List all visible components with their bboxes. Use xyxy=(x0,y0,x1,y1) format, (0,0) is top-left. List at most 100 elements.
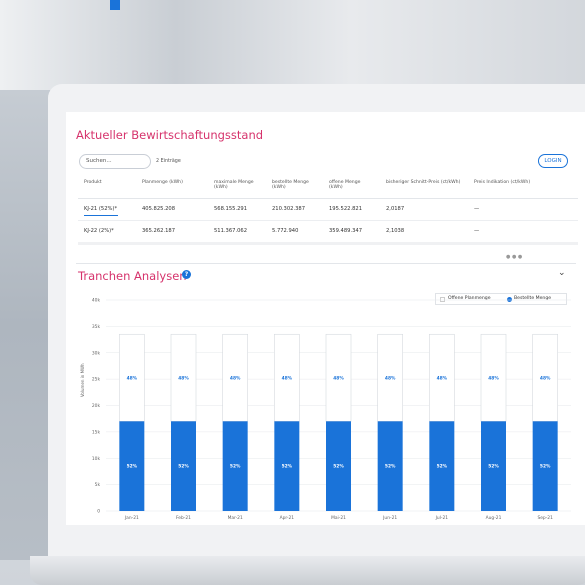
product-label: KJ-21 (52%)* xyxy=(84,206,118,212)
data-label-offen: 48% xyxy=(230,375,241,381)
bar-bestellte-menge xyxy=(481,421,506,511)
cell-schnitt-preis: 2,1038 xyxy=(380,220,468,243)
login-button[interactable]: LOGIN xyxy=(538,154,568,168)
bar-offene-planmenge xyxy=(325,333,352,422)
y-tick-label: 30k xyxy=(92,350,101,356)
bar-offene-planmenge xyxy=(532,333,558,422)
bar-offene-planmenge xyxy=(480,333,507,422)
legend-label-offen: Offene Planmenge xyxy=(448,296,491,301)
bar-bestellte-menge xyxy=(171,421,196,511)
y-axis-label: Volumen in MWh xyxy=(80,363,85,397)
cell-preis-indikation: — xyxy=(468,220,578,243)
entries-count: 2 Einträge xyxy=(156,159,181,164)
laptop-base xyxy=(30,556,585,585)
management-table: Produkt Planmenge (kWh) maximale Menge (… xyxy=(78,176,578,243)
help-icon[interactable]: ? xyxy=(182,270,191,279)
product-label: KJ-22 (2%)* xyxy=(84,228,114,234)
legend-item-offen[interactable]: Offene Planmenge xyxy=(440,294,491,304)
y-tick-label: 20k xyxy=(92,403,101,409)
data-label-offen: 48% xyxy=(437,375,448,381)
bar-bestellte-menge xyxy=(429,421,455,511)
app-screen: Aktueller Bewirtschaftungsstand Suchen..… xyxy=(66,112,585,525)
cell-schnitt-preis: 2,0187 xyxy=(380,198,468,221)
x-tick-label: Aug-21 xyxy=(486,515,502,521)
data-label-bestellt: 52% xyxy=(230,464,241,470)
cell-offene-menge: 195.522.821 xyxy=(323,198,380,221)
x-tick-label: Jan-21 xyxy=(124,515,139,521)
legend-swatch-white xyxy=(440,297,445,302)
cell-maximale-menge: 511.367.062 xyxy=(208,220,266,243)
background-top xyxy=(0,0,585,90)
col-header-preis-indikation[interactable]: Preis Indikation (ct/kWh) xyxy=(468,176,578,199)
bar-bestellte-menge xyxy=(274,421,300,511)
x-tick-label: Jul-21 xyxy=(435,515,449,521)
legend-label-bestellt: Bestellte Menge xyxy=(514,296,552,301)
y-tick-label: 10k xyxy=(92,456,101,462)
section-divider xyxy=(76,263,576,264)
bar-offene-planmenge xyxy=(222,333,248,422)
col-header-produkt[interactable]: Produkt xyxy=(78,176,136,199)
data-label-offen: 48% xyxy=(540,375,551,381)
cell-planmenge: 405.825.208 xyxy=(136,198,208,221)
data-label-offen: 48% xyxy=(333,375,344,381)
data-label-bestellt: 52% xyxy=(178,464,189,470)
y-tick-label: 25k xyxy=(92,377,101,383)
cell-produkt[interactable]: KJ-22 (2%)* xyxy=(78,220,136,243)
cell-bestellte-menge: 210.302.387 xyxy=(266,198,323,221)
data-label-offen: 48% xyxy=(178,375,189,381)
legend-item-bestellt[interactable]: Bestellte Menge xyxy=(507,294,552,304)
pagination-dots[interactable]: ● ● ● xyxy=(506,254,523,260)
chart-legend: Offene Planmenge Bestellte Menge xyxy=(435,293,567,305)
x-tick-label: Mai-21 xyxy=(331,515,346,521)
x-tick-label: Mar-21 xyxy=(228,515,243,521)
data-label-offen: 48% xyxy=(385,375,396,381)
col-header-schnitt-preis[interactable]: bisheriger Schnitt-Preis (ct/kWh) xyxy=(380,176,468,199)
data-label-bestellt: 52% xyxy=(540,464,551,470)
table-scrollbar[interactable] xyxy=(78,242,578,245)
data-label-bestellt: 52% xyxy=(282,464,293,470)
data-label-bestellt: 52% xyxy=(127,464,138,470)
bar-offene-planmenge xyxy=(170,333,197,422)
cell-planmenge: 365.262.187 xyxy=(136,220,208,243)
cell-produkt[interactable]: KJ-21 (52%)* xyxy=(78,198,136,221)
bar-bestellte-menge xyxy=(326,421,351,511)
legend-swatch-blue xyxy=(507,297,512,302)
bar-offene-planmenge xyxy=(274,333,300,422)
cell-bestellte-menge: 5.772.940 xyxy=(266,220,323,243)
col-header-bestellte-menge[interactable]: bestellte Menge (kWh) xyxy=(266,176,323,199)
section-title-bewirtschaftung: Aktueller Bewirtschaftungsstand xyxy=(76,128,264,142)
data-label-bestellt: 52% xyxy=(488,464,499,470)
data-label-offen: 48% xyxy=(488,375,499,381)
x-tick-label: Apr-21 xyxy=(280,515,295,521)
chevron-down-icon[interactable]: ⌄ xyxy=(558,268,566,278)
col-header-planmenge[interactable]: Planmenge (kWh) xyxy=(136,176,208,199)
x-tick-label: Jun-21 xyxy=(382,515,397,521)
background-accent xyxy=(110,0,120,10)
y-tick-label: 5k xyxy=(95,482,101,488)
background-left xyxy=(0,90,50,560)
col-header-offene-menge[interactable]: offene Menge (kWh) xyxy=(323,176,380,199)
product-progress-bar xyxy=(84,214,118,216)
y-tick-label: 0 xyxy=(97,509,100,515)
search-input[interactable]: Suchen... xyxy=(79,154,151,169)
y-tick-label: 15k xyxy=(92,429,101,435)
cell-offene-menge: 359.489.347 xyxy=(323,220,380,243)
table-row[interactable]: KJ-22 (2%)* 365.262.187 511.367.062 5.77… xyxy=(78,220,578,243)
data-label-offen: 48% xyxy=(282,375,293,381)
section-title-tranchen: Tranchen Analysen xyxy=(78,269,187,283)
data-label-bestellt: 52% xyxy=(333,464,344,470)
bar-bestellte-menge xyxy=(377,421,403,511)
table-row[interactable]: KJ-21 (52%)* 405.825.208 568.155.291 210… xyxy=(78,198,578,221)
y-tick-label: 40k xyxy=(92,298,101,304)
data-label-bestellt: 52% xyxy=(385,464,396,470)
bar-bestellte-menge xyxy=(119,421,145,511)
bar-offene-planmenge xyxy=(377,333,403,422)
cell-preis-indikation: — xyxy=(468,198,578,221)
bar-bestellte-menge xyxy=(222,421,248,511)
data-label-bestellt: 52% xyxy=(437,464,448,470)
x-tick-label: Sep-21 xyxy=(537,515,553,521)
table-header-row: Produkt Planmenge (kWh) maximale Menge (… xyxy=(78,176,578,199)
tranchen-bar-chart: 0 5k 10k 15k 20k 25k 30k 35k 40k 48% 52% Jan-21 48% 5… xyxy=(92,298,571,521)
cell-maximale-menge: 568.155.291 xyxy=(208,198,266,221)
col-header-maximale-menge[interactable]: maximale Menge (kWh) xyxy=(208,176,266,199)
